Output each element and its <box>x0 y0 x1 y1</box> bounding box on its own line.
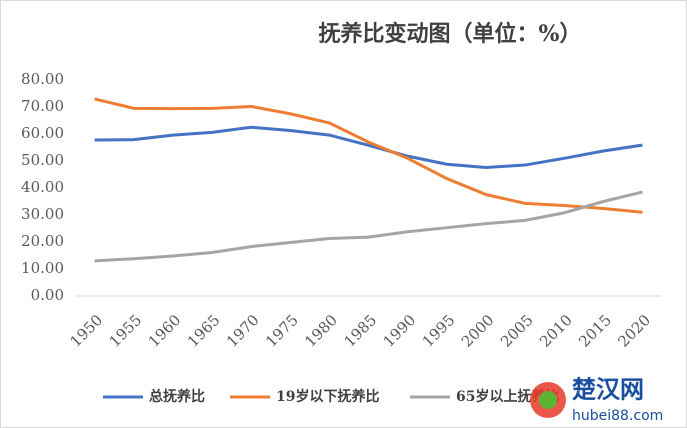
watermark-url: hubei88.com <box>572 408 663 424</box>
legend-label: 总抚养比 <box>149 388 205 405</box>
watermark-logo-inner <box>539 391 557 409</box>
y-tick-label: 30.00 <box>21 205 64 223</box>
chart-title: 抚养比变动图（单位：%） <box>319 21 582 47</box>
y-tick-label: 60.00 <box>21 124 64 142</box>
y-tick-label: 0.00 <box>31 286 64 304</box>
series-line <box>94 125 643 169</box>
legend-label: 19岁以下抚养比 <box>276 388 379 405</box>
y-tick-label: 10.00 <box>21 259 64 277</box>
y-tick-label: 50.00 <box>21 151 64 169</box>
series-line <box>94 97 643 214</box>
watermark-name: 楚汉网 <box>572 375 644 404</box>
y-tick-label: 40.00 <box>21 178 64 196</box>
watermark: 楚汉网 hubei88.com <box>530 375 663 424</box>
y-tick-label: 70.00 <box>21 97 64 115</box>
y-tick-label: 20.00 <box>21 232 64 250</box>
series-line <box>94 190 643 263</box>
y-tick-label: 80.00 <box>21 70 64 88</box>
